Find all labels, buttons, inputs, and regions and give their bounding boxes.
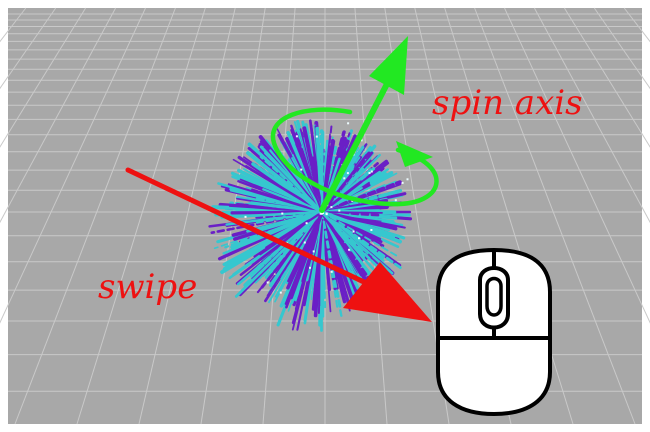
sphere-spike — [320, 210, 355, 302]
sphere-spike — [210, 210, 324, 234]
sphere-spike — [291, 157, 323, 213]
sphere-highlight — [343, 177, 346, 180]
sphere-highlight — [320, 212, 323, 215]
sphere-spike — [234, 210, 324, 298]
rotation-arrow-icon — [270, 107, 439, 207]
sphere-spike — [244, 165, 324, 214]
sphere-highlight — [360, 139, 363, 142]
sphere-highlight — [266, 281, 269, 284]
sphere-highlight — [303, 241, 306, 244]
sphere-spike — [320, 136, 324, 214]
sphere-spike — [266, 211, 323, 297]
sphere-highlight — [319, 212, 322, 215]
sphere-highlight — [406, 178, 409, 181]
sphere-spike — [259, 210, 324, 256]
sphere-spike — [320, 151, 371, 214]
sphere-spike — [290, 129, 323, 213]
sphere-spike — [251, 188, 323, 213]
sphere-highlight — [330, 270, 333, 273]
spin-axis-arrow-icon — [319, 36, 408, 213]
sphere-highlight — [347, 122, 350, 125]
sphere-spike — [302, 126, 324, 214]
sphere-highlight — [279, 291, 282, 294]
sphere-highlight — [346, 172, 349, 175]
spin-axis-label: spin axis — [432, 83, 583, 123]
sphere-spike — [287, 210, 324, 283]
sphere-highlight — [394, 199, 397, 202]
sphere-spike — [246, 151, 324, 214]
sphere-spike — [321, 211, 398, 257]
mouse-icon — [436, 247, 552, 417]
sphere-highlight — [312, 250, 315, 253]
sphere-spike — [320, 210, 365, 259]
sphere-highlight — [370, 170, 373, 173]
sphere-highlight — [325, 213, 328, 216]
sphere-spike — [320, 210, 385, 260]
swipe-arrow-icon — [125, 167, 432, 322]
sphere-spike — [320, 210, 343, 317]
sphere-spike — [321, 211, 383, 214]
sphere-spike — [248, 202, 324, 214]
swipe-label: swipe — [98, 267, 197, 307]
sphere-highlight — [358, 237, 360, 240]
sphere-highlight — [315, 135, 318, 138]
sphere-highlight — [295, 135, 298, 138]
sphere-highlight — [352, 230, 355, 233]
sphere-highlight — [330, 206, 333, 209]
sphere-highlight — [305, 222, 308, 225]
sphere-spike — [261, 147, 323, 213]
sphere-spike — [220, 210, 324, 219]
sphere-highlight — [401, 181, 404, 184]
sphere-spike — [239, 173, 323, 213]
sphere-highlight — [244, 215, 247, 218]
sphere-spike — [260, 135, 323, 213]
sphere-spike — [320, 180, 402, 214]
sphere-highlight — [309, 266, 311, 269]
sphere-spike — [313, 210, 324, 318]
sphere-highlight — [348, 248, 351, 251]
sphere-highlight — [300, 168, 303, 171]
sphere-spike — [230, 210, 324, 250]
sphere-highlight — [281, 212, 284, 215]
sphere-spike — [320, 210, 364, 277]
sphere-highlight — [370, 229, 373, 231]
sphere-highlight — [368, 172, 371, 174]
sphere-spike — [310, 211, 323, 301]
sphere-highlight — [338, 209, 341, 212]
sphere-spike — [321, 211, 351, 312]
sphere-spike — [320, 210, 402, 244]
